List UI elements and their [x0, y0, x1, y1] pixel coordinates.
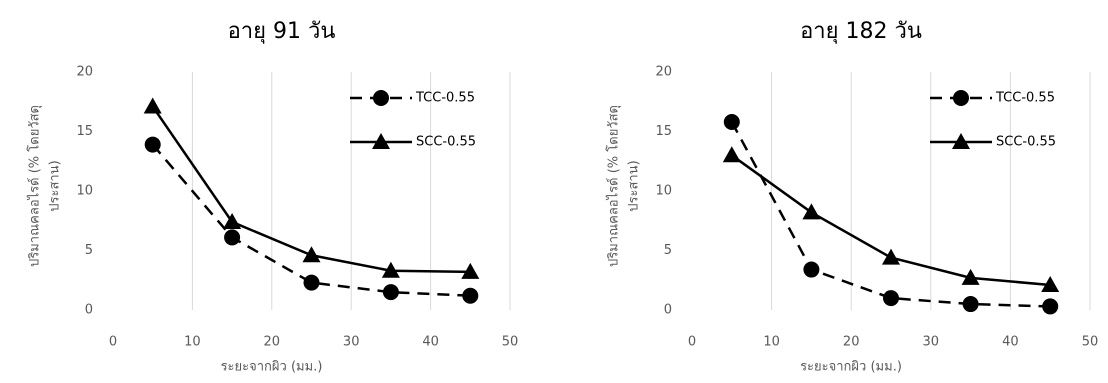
marker [883, 290, 899, 307]
marker [1042, 298, 1059, 315]
marker [224, 229, 241, 246]
x-tick-label: 30 [923, 335, 940, 350]
y-axis-label: ปริมาณคลอไรด์ (% โดยวัสดุ [606, 105, 622, 267]
y-tick-label: 0 [664, 303, 672, 318]
series-line [151, 143, 471, 297]
marker [722, 146, 741, 163]
y-tick-label: 15 [76, 124, 93, 139]
marker [372, 133, 390, 149]
y-tick-label: 20 [655, 65, 672, 80]
x-axis-label: ระยะจากผิว (มม.) [800, 360, 902, 375]
marker [952, 133, 970, 149]
y-tick-label: 20 [76, 65, 93, 80]
x-tick-label: 40 [422, 335, 439, 350]
marker [223, 212, 242, 229]
marker [953, 90, 969, 106]
legend-label: TCC-0.55 [995, 91, 1055, 106]
marker [1041, 276, 1060, 293]
x-tick-label: 0 [688, 335, 696, 350]
marker [961, 268, 980, 285]
marker [962, 296, 979, 313]
marker [882, 248, 900, 265]
y-axis-label: ประสาน) [627, 160, 642, 211]
series-line [730, 121, 1051, 308]
x-tick-label: 20 [264, 335, 281, 350]
marker [144, 136, 161, 153]
marker [373, 90, 389, 106]
x-tick-label: 40 [1002, 335, 1019, 350]
legend-label: SCC-0.55 [416, 135, 476, 150]
marker [302, 246, 321, 263]
marker [381, 261, 400, 278]
chart-title: อายุ 182 วัน [800, 19, 922, 44]
legend-label: SCC-0.55 [996, 135, 1056, 150]
x-axis-label: ระยะจากผิว (มม.) [221, 360, 323, 375]
y-tick-label: 5 [85, 243, 93, 258]
marker [303, 274, 320, 291]
y-tick-label: 10 [76, 184, 93, 199]
x-tick-label: 50 [1082, 335, 1099, 350]
marker [802, 203, 821, 220]
x-tick-label: 10 [763, 335, 780, 350]
marker [143, 97, 162, 114]
marker [382, 284, 399, 301]
y-tick-label: 5 [664, 243, 672, 258]
x-tick-label: 0 [109, 335, 117, 350]
marker [803, 261, 820, 278]
x-tick-label: 10 [184, 335, 201, 350]
x-tick-label: 50 [502, 335, 519, 350]
marker [462, 287, 479, 304]
series-line [731, 154, 1051, 287]
x-tick-label: 30 [343, 335, 360, 350]
y-axis-label: ประสาน) [48, 160, 63, 211]
marker [723, 113, 740, 130]
y-tick-label: 15 [655, 124, 672, 139]
legend-label: TCC-0.55 [415, 91, 475, 106]
chart-title: อายุ 91 วัน [228, 19, 336, 44]
y-tick-label: 0 [85, 303, 93, 318]
x-tick-label: 20 [843, 335, 860, 350]
y-tick-label: 10 [655, 184, 672, 199]
y-axis-label: ปริมาณคลอไรด์ (% โดยวัสดุ [27, 105, 43, 267]
marker [461, 262, 480, 279]
